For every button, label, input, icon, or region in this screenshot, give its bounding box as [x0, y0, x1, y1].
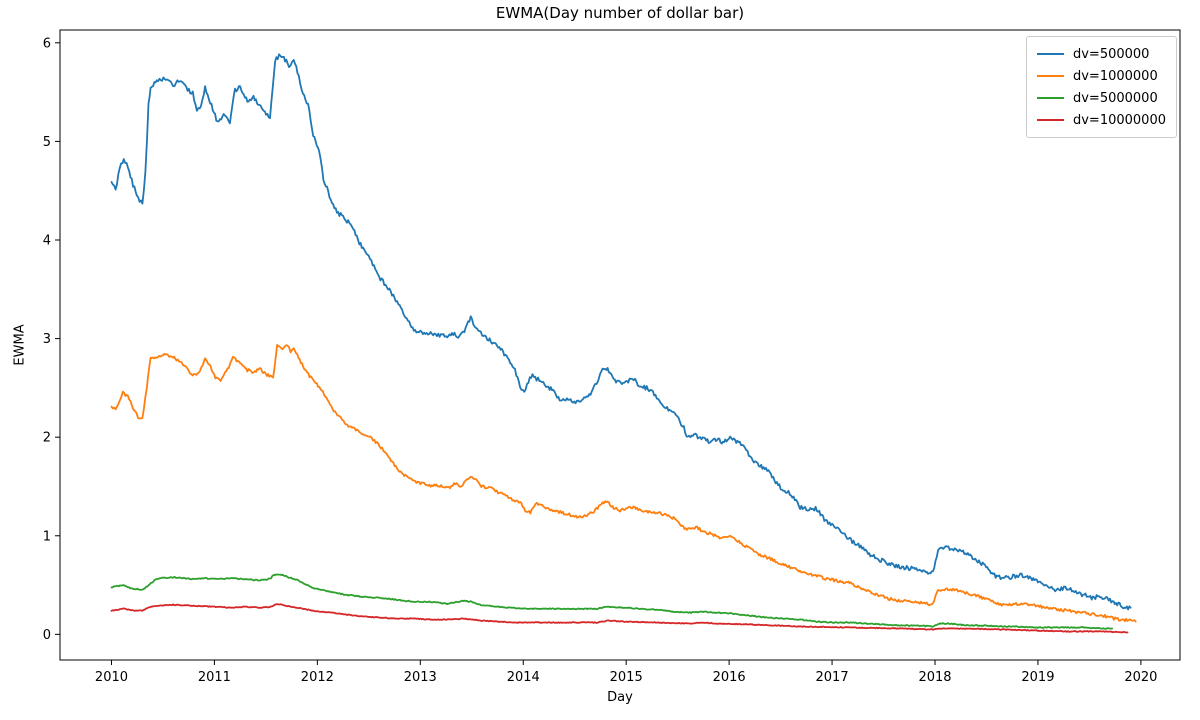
y-tick-label: 4 — [43, 234, 51, 249]
x-tick-label: 2015 — [610, 670, 643, 685]
chart-title: EWMA(Day number of dollar bar) — [495, 4, 745, 22]
axes-spines — [59, 29, 1181, 661]
x-tick-label: 2010 — [95, 670, 128, 685]
x-tick-label: 2016 — [713, 670, 746, 685]
x-tick-label: 2011 — [198, 670, 231, 685]
legend-item-label: dv=5000000 — [1072, 90, 1158, 106]
y-axis-label: EWMA — [12, 324, 28, 366]
legend-line-swatch — [1036, 75, 1064, 77]
legend-item-label: dv=10000000 — [1072, 112, 1166, 128]
legend-line-swatch — [1036, 97, 1064, 99]
x-tick-label: 2013 — [404, 670, 437, 685]
y-tick-label: 6 — [43, 36, 51, 51]
legend-line-swatch — [1036, 119, 1064, 121]
x-tick-label: 2014 — [507, 670, 540, 685]
legend-item: dv=5000000 — [1036, 87, 1166, 109]
series-line-dv-1000000 — [110, 343, 1137, 623]
series-line-dv-5000000 — [110, 573, 1113, 630]
x-tick-label: 2017 — [816, 670, 849, 685]
series-line-dv-10000000 — [110, 603, 1129, 634]
y-tick-label: 3 — [43, 332, 51, 347]
x-tick-label: 2018 — [918, 670, 951, 685]
legend-item-label: dv=500000 — [1072, 46, 1150, 62]
y-tick-label: 5 — [43, 135, 51, 150]
legend-line-swatch — [1036, 53, 1064, 55]
x-axis-label: Day — [607, 690, 633, 705]
legend-item-label: dv=1000000 — [1072, 68, 1158, 84]
legend-item: dv=1000000 — [1036, 65, 1166, 87]
series-line-dv-500000 — [110, 53, 1132, 611]
x-tick-label: 2020 — [1124, 670, 1157, 685]
y-tick-label: 0 — [43, 628, 51, 643]
legend: dv=500000 dv=1000000 dv=5000000 dv=10000000 — [1025, 36, 1177, 138]
legend-item: dv=500000 — [1036, 43, 1166, 65]
y-tick-label: 2 — [43, 431, 51, 446]
legend-item: dv=10000000 — [1036, 109, 1166, 131]
x-tick-label: 2012 — [301, 670, 334, 685]
x-tick-label: 2019 — [1021, 670, 1054, 685]
y-tick-label: 1 — [43, 529, 51, 544]
